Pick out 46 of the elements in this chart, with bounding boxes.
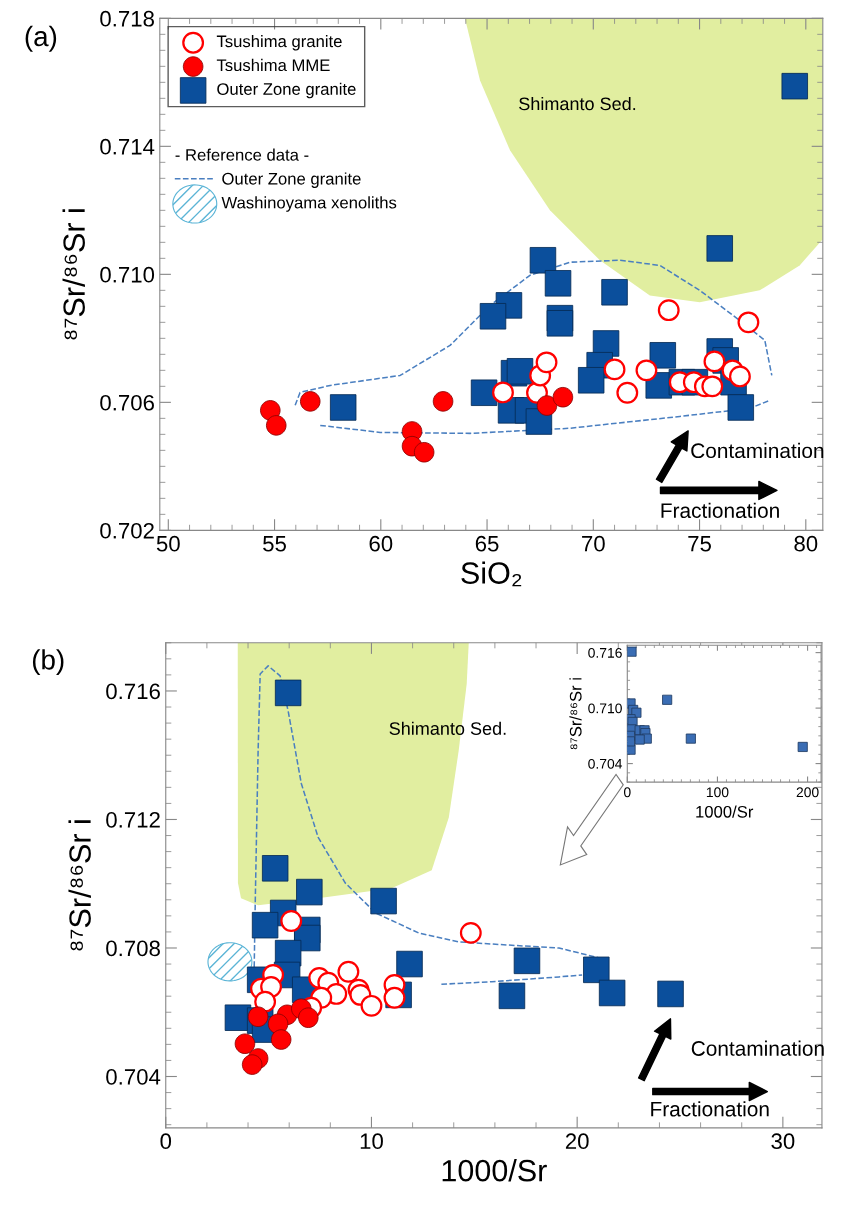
x-tick-label: 10 [360,1133,383,1150]
y-tick-label: 0.714 [100,138,155,155]
x-tick-label: 200 [796,787,819,798]
legend-label: Outer Zone granite [222,172,361,188]
x-tick-label: 0 [160,1133,172,1150]
legend-label: Outer Zone granite [217,82,356,99]
x-tick-label: 75 [688,536,711,552]
y-tick-label: 0.710 [588,703,622,714]
x-axis-title: SiO₂ [461,561,522,587]
annotation: Fractionation [651,1101,769,1117]
y-axis-title: ⁸⁷Sr/⁸⁶Sr i [68,820,91,951]
x-tick-label: 55 [263,536,286,552]
y-tick-label: 0.712 [106,812,160,828]
y-tick-label: 0.708 [106,940,160,957]
x-tick-label: 20 [565,1133,589,1150]
y-tick-label: 0.704 [588,758,623,769]
y-tick-label: 0.718 [100,10,154,27]
y-tick-label: 0.702 [100,522,154,539]
x-axis-title: 1000/Sr [696,805,754,818]
x-tick-label: 70 [582,535,605,552]
annotation: Fractionation [661,502,779,519]
y-tick-label: 0.704 [106,1069,161,1085]
annotation: Contamination [691,442,824,459]
y-tick-label: 0.710 [100,266,155,283]
x-tick-label: 30 [771,1133,795,1150]
legend-title: - Reference data - [175,148,309,161]
y-axis-title: ⁸⁷Sr/⁸⁶Sr i [62,209,85,340]
annotation: Shimanto Sed. [389,721,506,735]
x-tick-label: 80 [794,535,818,552]
x-axis-title: 1000/Sr [442,1159,547,1182]
chart-title: (a) [25,25,57,52]
x-tick-label: 60 [369,535,393,552]
legend-label: Tsushima granite [216,35,342,51]
legend-label: Tsushima MME [216,58,330,72]
annotation: Contamination [691,1040,824,1056]
annotation: Shimanto Sed. [519,96,636,111]
x-tick-label: 65 [475,535,499,552]
x-tick-label: 50 [156,535,180,552]
chart-title: (b) [32,649,64,676]
x-tick-label: 0 [623,787,631,798]
y-tick-label: 0.716 [588,647,622,658]
y-tick-label: 0.706 [100,394,154,411]
x-tick-label: 100 [706,787,729,798]
y-axis-title: ⁸⁷Sr/⁸⁶Sr i [569,678,582,750]
y-tick-label: 0.716 [106,683,160,700]
legend-label: Washinoyama xenoliths [221,196,397,212]
